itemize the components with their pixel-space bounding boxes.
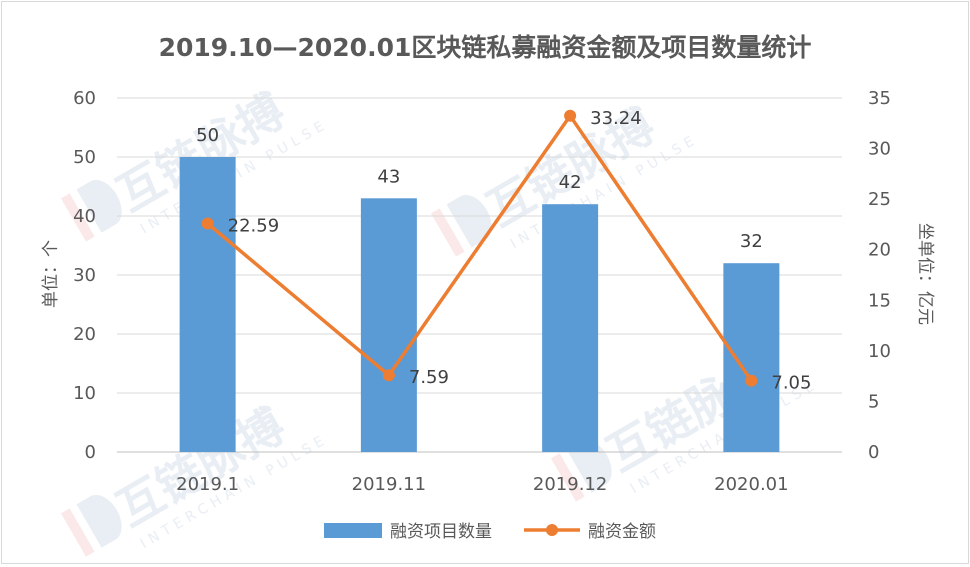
line-point [201,217,214,230]
y-left-tick-label: 40 [73,206,96,227]
data-labels: 50 43 42 32 22.59 7.59 33.24 7.05 [196,108,811,394]
y-right-tick-label: 30 [868,139,891,160]
y-left-tick-label: 0 [85,442,96,463]
y-left-axis-label: 单位：个 [41,240,61,308]
bar-value-label: 32 [740,231,763,252]
watermark-logo-mark [60,508,95,557]
bar [542,204,599,452]
y-right-tick-label: 25 [868,189,891,210]
x-tick-label: 2019.12 [533,474,607,495]
y-left-tick-label: 60 [73,88,96,109]
line-value-label: 33.24 [590,108,642,129]
line-point [745,374,758,387]
bar-value-label: 50 [196,125,219,146]
y-right-tick-label: 35 [868,88,891,109]
y-right-tick-label: 5 [868,391,879,412]
y-right-axis-label: 坐单位：亿元 [915,223,935,325]
chart-title: 2019.10—2020.01区块链私募融资金额及项目数量统计 [159,33,812,62]
legend-label-bar: 融资项目数量 [390,522,492,542]
watermark-logo-mark [60,193,95,242]
line-path [206,114,753,382]
bar [179,157,236,452]
bar-value-label: 42 [559,172,582,193]
bar-value-label: 43 [377,166,400,187]
y-left-tick-label: 20 [73,324,96,345]
x-tick-label: 2020.01 [714,474,788,495]
y-left-tick-label: 50 [73,147,96,168]
watermark-logo-mark [76,179,122,233]
watermark-logo-mark [446,194,492,248]
y-right-tick-label: 10 [868,341,891,362]
legend-label-line: 融资金额 [588,522,656,542]
line-value-label: 22.59 [228,216,280,237]
x-tick-label: 2019.11 [352,474,426,495]
watermark-logo-mark [550,453,585,502]
y-left-tick-label: 10 [73,383,96,404]
bar [723,263,780,452]
y-right-tick-label: 0 [868,442,879,463]
watermark-logo-mark [566,439,612,493]
watermark-logo-mark [430,208,465,257]
y-right-tick-label: 20 [868,240,891,261]
gridlines [117,97,842,453]
y-right-tick-label: 15 [868,290,891,311]
legend-swatch-bar [324,523,382,538]
axis-ticks: 0 10 20 30 40 50 60 0 5 10 15 20 25 30 35 2019.1 2019.11… [73,88,891,495]
bar-series [179,157,780,452]
line-series [201,109,758,387]
legend: 融资项目数量 融资金额 [324,522,656,542]
x-tick-label: 2019.1 [176,474,239,495]
y-left-tick-label: 30 [73,265,96,286]
line-point [382,369,395,382]
legend-swatch-marker [546,524,558,536]
bar [360,198,417,452]
watermark-logo-mark [76,494,122,548]
line-value-label: 7.05 [771,373,811,394]
line-value-label: 7.59 [409,367,449,388]
line-point [564,109,577,122]
